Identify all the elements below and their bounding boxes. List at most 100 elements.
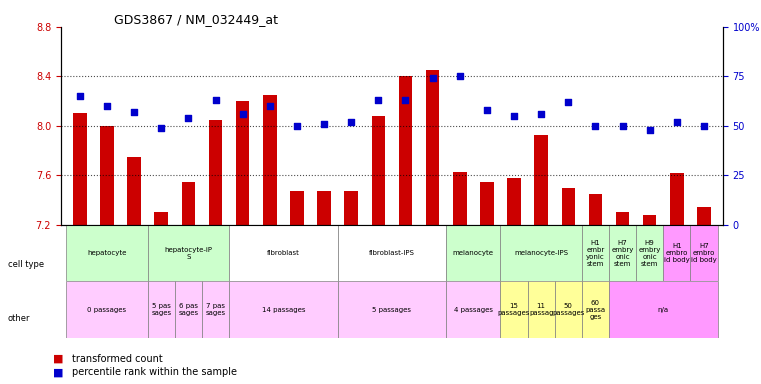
Bar xyxy=(480,182,494,225)
FancyBboxPatch shape xyxy=(555,281,582,338)
Point xyxy=(535,111,547,117)
Bar xyxy=(73,114,87,225)
Bar xyxy=(182,182,195,225)
Bar xyxy=(534,134,548,225)
Bar xyxy=(345,191,358,225)
Point xyxy=(454,73,466,79)
Point xyxy=(616,123,629,129)
Text: 5 pas
sages: 5 pas sages xyxy=(151,303,171,316)
Bar xyxy=(697,207,711,225)
Text: H1
embro
id body: H1 embro id body xyxy=(664,243,689,263)
FancyBboxPatch shape xyxy=(636,225,664,281)
Text: H7
embro
id body: H7 embro id body xyxy=(691,243,717,263)
Bar xyxy=(453,172,466,225)
Point xyxy=(291,123,303,129)
Text: ■: ■ xyxy=(53,354,64,364)
Point xyxy=(318,121,330,127)
FancyBboxPatch shape xyxy=(338,225,446,281)
Text: ■: ■ xyxy=(53,367,64,377)
FancyBboxPatch shape xyxy=(609,281,718,338)
Text: 15
passages: 15 passages xyxy=(498,303,530,316)
Text: 5 passages: 5 passages xyxy=(372,307,412,313)
Text: n/a: n/a xyxy=(658,307,669,313)
FancyBboxPatch shape xyxy=(229,281,338,338)
FancyBboxPatch shape xyxy=(609,225,636,281)
Point xyxy=(562,99,575,105)
Text: GDS3867 / NM_032449_at: GDS3867 / NM_032449_at xyxy=(114,13,278,26)
Bar xyxy=(589,194,602,225)
FancyBboxPatch shape xyxy=(148,225,229,281)
Text: 6 pas
sages: 6 pas sages xyxy=(178,303,199,316)
Bar xyxy=(643,215,657,225)
Text: fibroblast: fibroblast xyxy=(267,250,300,256)
Text: H9
embry
onic
stem: H9 embry onic stem xyxy=(638,240,661,266)
Point xyxy=(670,119,683,125)
FancyBboxPatch shape xyxy=(582,281,609,338)
Text: other: other xyxy=(8,314,30,323)
Bar xyxy=(426,70,439,225)
Text: percentile rank within the sample: percentile rank within the sample xyxy=(72,367,237,377)
Bar xyxy=(616,212,629,225)
Bar xyxy=(209,120,222,225)
FancyBboxPatch shape xyxy=(338,281,446,338)
Bar xyxy=(670,173,683,225)
Text: 7 pas
sages: 7 pas sages xyxy=(205,303,225,316)
Point xyxy=(264,103,276,109)
Point xyxy=(372,97,384,103)
FancyBboxPatch shape xyxy=(66,281,148,338)
Point xyxy=(589,123,601,129)
FancyBboxPatch shape xyxy=(175,281,202,338)
Point xyxy=(400,97,412,103)
Point xyxy=(426,75,438,81)
Text: melanocyte-IPS: melanocyte-IPS xyxy=(514,250,568,256)
FancyBboxPatch shape xyxy=(148,281,175,338)
Bar xyxy=(290,191,304,225)
Bar xyxy=(263,95,276,225)
Point xyxy=(345,119,358,125)
Text: transformed count: transformed count xyxy=(72,354,163,364)
Bar xyxy=(100,126,114,225)
FancyBboxPatch shape xyxy=(446,281,501,338)
Bar xyxy=(399,76,412,225)
FancyBboxPatch shape xyxy=(664,225,690,281)
Text: H7
embry
onic
stem: H7 embry onic stem xyxy=(611,240,634,266)
Text: melanocyte: melanocyte xyxy=(453,250,494,256)
Point xyxy=(644,127,656,133)
Text: cell type: cell type xyxy=(8,260,43,270)
Text: hepatocyte: hepatocyte xyxy=(88,250,126,256)
Text: 50
passages: 50 passages xyxy=(552,303,584,316)
FancyBboxPatch shape xyxy=(690,225,718,281)
Bar xyxy=(317,191,331,225)
Text: H1
embr
yonic
stem: H1 embr yonic stem xyxy=(586,240,605,266)
FancyBboxPatch shape xyxy=(229,225,338,281)
Point xyxy=(128,109,140,115)
Text: fibroblast-IPS: fibroblast-IPS xyxy=(369,250,415,256)
Text: 11
passag: 11 passag xyxy=(529,303,553,316)
FancyBboxPatch shape xyxy=(66,225,148,281)
Bar xyxy=(562,188,575,225)
Point xyxy=(74,93,86,99)
Point xyxy=(481,107,493,113)
Text: 14 passages: 14 passages xyxy=(262,307,305,313)
FancyBboxPatch shape xyxy=(527,281,555,338)
FancyBboxPatch shape xyxy=(446,225,501,281)
Text: 0 passages: 0 passages xyxy=(88,307,126,313)
Text: 4 passages: 4 passages xyxy=(454,307,493,313)
Point xyxy=(698,123,710,129)
Bar xyxy=(127,157,141,225)
Point xyxy=(101,103,113,109)
Bar xyxy=(371,116,385,225)
Bar xyxy=(236,101,250,225)
FancyBboxPatch shape xyxy=(501,225,582,281)
Point xyxy=(209,97,221,103)
Point xyxy=(237,111,249,117)
FancyBboxPatch shape xyxy=(501,281,527,338)
Text: hepatocyte-iP
S: hepatocyte-iP S xyxy=(164,247,212,260)
Bar xyxy=(508,178,521,225)
Point xyxy=(183,115,195,121)
FancyBboxPatch shape xyxy=(202,281,229,338)
FancyBboxPatch shape xyxy=(582,225,609,281)
Point xyxy=(508,113,520,119)
Text: 60
passa
ges: 60 passa ges xyxy=(585,300,606,319)
Point xyxy=(155,125,167,131)
